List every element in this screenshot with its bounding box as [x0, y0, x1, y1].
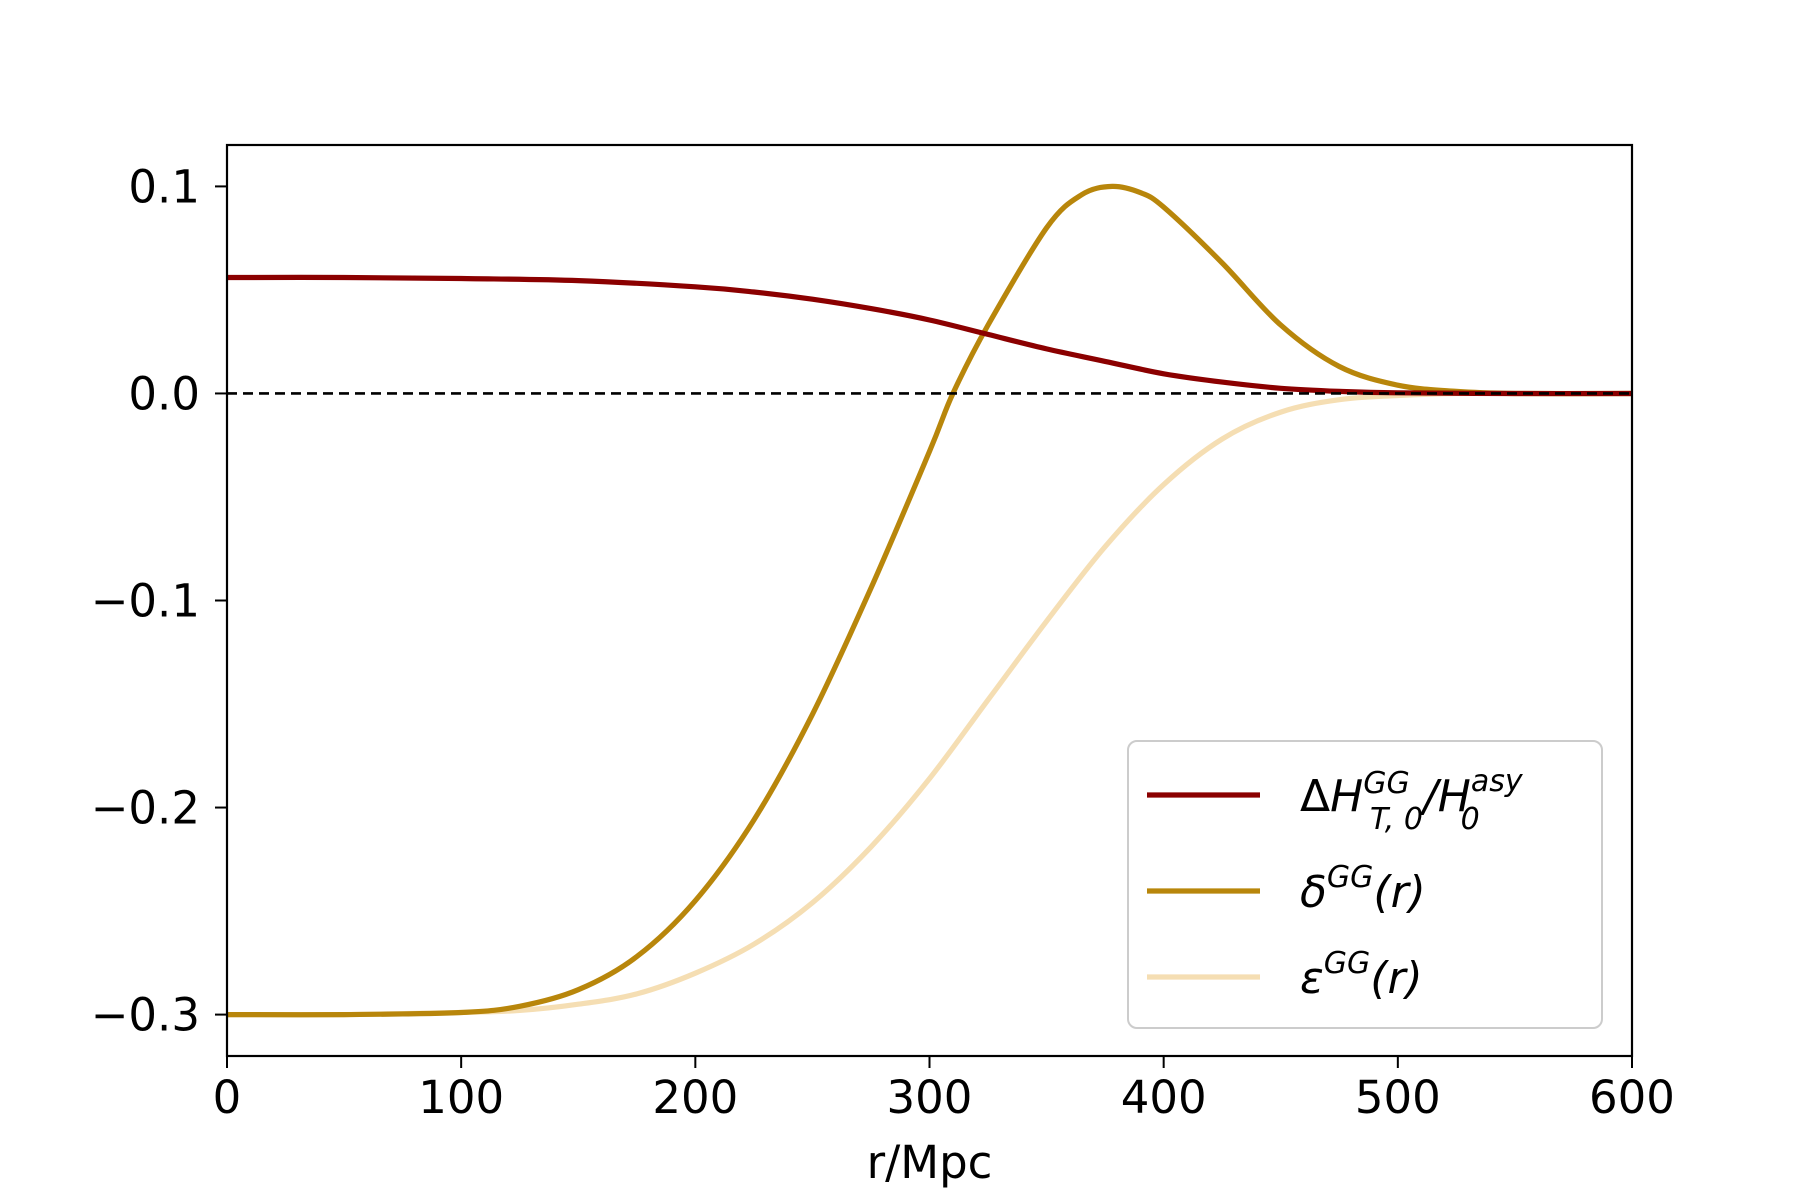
epsilon-gg-series-line — [226, 390, 1632, 1018]
legend-label: εGG(r) — [1300, 946, 1423, 1004]
legend-label: ΔHGG T, 0/Hasy 0 — [1300, 764, 1524, 837]
y-axis-ticks: 0.1 0.0 −0.1 −0.2 −0.3 — [91, 160, 227, 1042]
x-tick-label: 300 — [887, 1071, 973, 1124]
y-tick-label: 0.0 — [128, 367, 200, 420]
legend: ΔHGG T, 0/Hasy 0 δGG(r) εGG(r) — [1127, 740, 1603, 1029]
x-tick-label: 0 — [213, 1071, 242, 1124]
series-lines — [226, 183, 1633, 1018]
x-axis-ticks: 0 100 200 300 400 500 600 — [213, 1056, 1675, 1124]
legend-label: δGG(r) — [1300, 860, 1426, 918]
y-tick-label: −0.1 — [91, 575, 200, 628]
legend-entry-epsilon-gg: εGG(r) — [1147, 946, 1423, 1004]
x-axis-label: r/Mpc — [867, 1136, 993, 1189]
delta-h-ratio-series-line — [226, 274, 1633, 397]
x-tick-label: 200 — [652, 1071, 738, 1124]
x-tick-label: 500 — [1355, 1071, 1441, 1124]
x-tick-label: 400 — [1121, 1071, 1207, 1124]
y-tick-label: 0.1 — [128, 160, 200, 213]
legend-entry-delta-h-ratio: ΔHGG T, 0/Hasy 0 — [1147, 764, 1524, 837]
x-tick-label: 100 — [418, 1071, 504, 1124]
delta-gg-series-line — [226, 183, 1633, 1018]
y-tick-label: −0.3 — [91, 989, 200, 1042]
legend-entry-delta-gg: δGG(r) — [1147, 860, 1426, 918]
legend-box — [1127, 740, 1603, 1029]
x-tick-label: 600 — [1589, 1071, 1675, 1124]
y-tick-label: −0.2 — [91, 782, 200, 835]
